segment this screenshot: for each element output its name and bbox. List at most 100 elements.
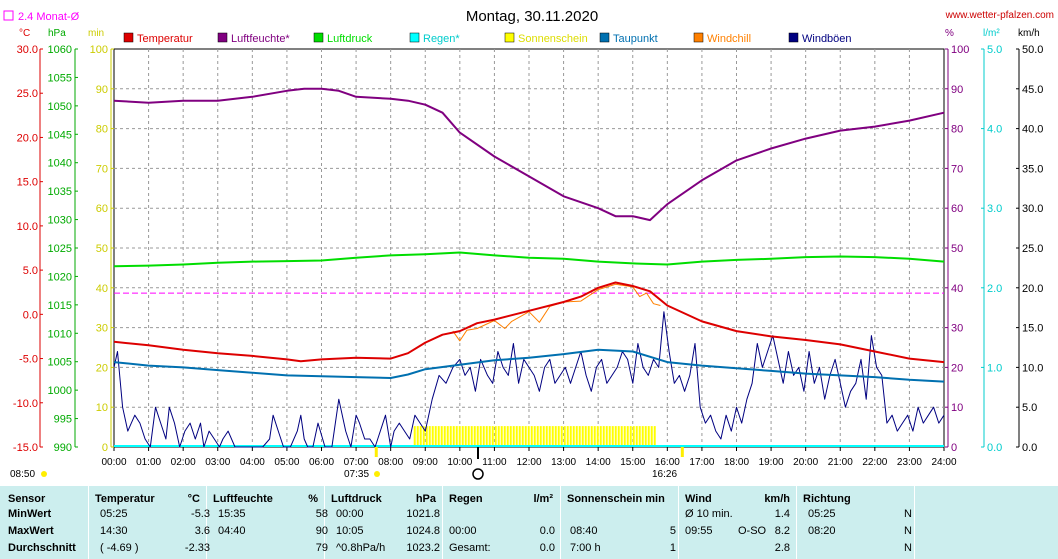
x-tick-label: 01:00 [136, 457, 161, 468]
x-tick-label: 17:00 [689, 457, 714, 468]
sunshine-bar [551, 426, 554, 447]
axis-tick-label-wind_kmh: 50.0 [1022, 44, 1043, 56]
legend-swatch [599, 32, 610, 43]
sunshine-bar [494, 426, 497, 447]
table-cell-label: MinWert [8, 508, 52, 520]
legend-swatch [123, 32, 134, 43]
unit-sunshine: min [88, 28, 104, 39]
sunshine-bar [629, 426, 632, 447]
x-tick-label: 02:00 [171, 457, 196, 468]
sunshine-bar [452, 426, 455, 447]
x-tick-label: 08:00 [378, 457, 403, 468]
sunshine-bar [566, 426, 569, 447]
axis-tick-label-humidity_pct: 100 [951, 44, 969, 56]
table-cell-label: MaxWert [8, 525, 54, 537]
sunshine-bar [440, 426, 443, 447]
axis-tick-label-rain_lm2: 5.0 [987, 44, 1002, 56]
axis-tick-label-humidity_pct: 30 [951, 323, 963, 335]
table-cell-p_val: 1021.8 [406, 508, 440, 520]
sunshine-bar [617, 426, 620, 447]
axis-tick-label-humidity_pct: 80 [951, 124, 963, 136]
axis-tick-label-sunshine_min: 30 [96, 323, 108, 335]
axis-tick-label-pressure_hpa: 1015 [48, 300, 72, 312]
axis-tick-label-wind_kmh: 0.0 [1022, 442, 1037, 454]
sunshine-bar [497, 426, 500, 447]
table-cell-r_time: Gesamt: [449, 542, 491, 554]
axis-tick-label-wind_kmh: 40.0 [1022, 124, 1043, 136]
sunshine-bar [425, 426, 428, 447]
axis-tick-label-humidity_pct: 40 [951, 283, 963, 295]
table-cell-s_val: 1 [669, 542, 676, 554]
x-tick-label: 18:00 [724, 457, 749, 468]
axis-tick-label-humidity_pct: 60 [951, 203, 963, 215]
header-sensor: Sensor [8, 493, 46, 505]
table-cell-d_val: N [904, 525, 912, 537]
header-rain-unit: l/m² [533, 493, 553, 505]
sunshine-bar [509, 426, 512, 447]
x-tick-label: 12:00 [516, 457, 541, 468]
site-link[interactable]: www.wetter-pfalzen.com [945, 10, 1054, 21]
axis-tick-label-humidity_pct: 10 [951, 402, 963, 414]
sunshine-bar [605, 426, 608, 447]
axis-tick-label-pressure_hpa: 1030 [48, 215, 72, 227]
sunshine-bar [593, 426, 596, 447]
sunshine-bar [626, 426, 629, 447]
x-tick-label: 06:00 [309, 457, 334, 468]
sunshine-bar [485, 426, 488, 447]
sunshine-bar [545, 426, 548, 447]
x-tick-label: 10:00 [447, 457, 472, 468]
axis-tick-label-pressure_hpa: 1060 [48, 44, 72, 56]
sunshine-bar [434, 426, 437, 447]
header-pressure: Luftdruck [331, 493, 382, 505]
axis-tick-label-wind_kmh: 35.0 [1022, 163, 1043, 175]
sunshine-bar [500, 426, 503, 447]
table-cell-w_val: 8.2 [774, 525, 790, 537]
sunshine-bar [530, 426, 533, 447]
table-cell-d_time: 05:25 [808, 508, 836, 520]
axis-tick-label-pressure_hpa: 1040 [48, 158, 72, 170]
sunshine-bar [569, 426, 572, 447]
table-cell-w_val: 2.8 [774, 542, 790, 554]
sunshine-bar [557, 426, 560, 447]
axis-tick-label-sunshine_min: 0 [102, 442, 108, 454]
sunshine-bar [581, 426, 584, 447]
sunshine-bar [431, 426, 434, 447]
axis-tick-label-pressure_hpa: 1005 [48, 357, 72, 369]
sunshine-bar [488, 426, 491, 447]
sunshine-bar [479, 426, 482, 447]
axis-tick-label-pressure_hpa: 1010 [48, 328, 72, 340]
axis-tick-label-rain_lm2: 3.0 [987, 203, 1002, 215]
x-tick-label: 03:00 [205, 457, 230, 468]
sunshine-bar [416, 426, 419, 447]
table-cell-p_time: 10:05 [336, 525, 364, 537]
sunshine-bar [503, 426, 506, 447]
sunshine-bar [458, 426, 461, 447]
sunshine-bar [638, 426, 641, 447]
sunshine-bar [620, 426, 623, 447]
sunshine-bar [641, 426, 644, 447]
legend-label: Windböen [802, 33, 852, 45]
table-cell-p_time: ^0.8hPa/h [336, 542, 386, 554]
header-direction: Richtung [803, 493, 851, 505]
axis-tick-label-temperature_c: 5.0 [23, 265, 38, 277]
axis-tick-label-humidity_pct: 70 [951, 163, 963, 175]
sunshine-bar [599, 426, 602, 447]
x-tick-label: 09:00 [413, 457, 438, 468]
x-tick-label: 24:00 [931, 457, 956, 468]
axis-tick-label-temperature_c: -15.0 [13, 442, 38, 454]
sunshine-bar [449, 426, 452, 447]
x-tick-label: 14:00 [586, 457, 611, 468]
x-tick-label: 23:00 [897, 457, 922, 468]
sunshine-bar [539, 426, 542, 447]
chart-title: Montag, 30.11.2020 [466, 8, 598, 25]
sunshine-bar [512, 426, 515, 447]
axis-tick-label-sunshine_min: 90 [96, 84, 108, 96]
axis-tick-label-pressure_hpa: 1035 [48, 186, 72, 198]
legend-label: Windchill [707, 33, 751, 45]
monthly-average-legend-box [3, 10, 14, 21]
table-cell-w_time: Ø 10 min. [685, 508, 733, 520]
sunshine-bar [653, 426, 656, 447]
axis-tick-label-temperature_c: 30.0 [17, 44, 38, 56]
table-cell-h_val: 90 [315, 525, 328, 537]
legend-label: Temperatur [137, 33, 193, 45]
